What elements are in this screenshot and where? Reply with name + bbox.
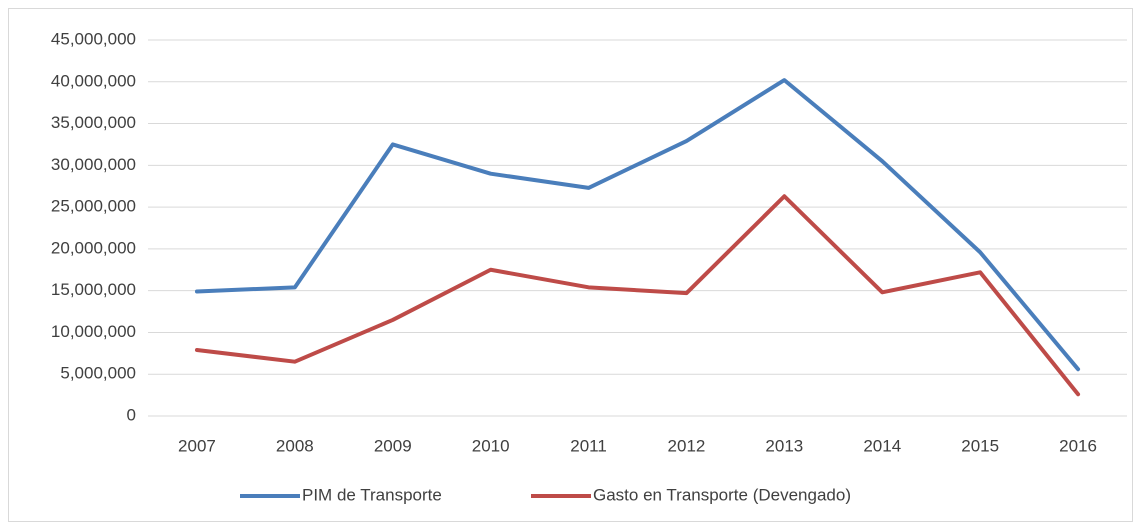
series-line bbox=[194, 194, 1081, 397]
y-tick-label: 40,000,000 bbox=[51, 71, 136, 90]
y-tick-label: 45,000,000 bbox=[51, 29, 136, 48]
y-tick-label: 25,000,000 bbox=[51, 197, 136, 216]
y-tick-label: 35,000,000 bbox=[51, 113, 136, 132]
y-tick-label: 5,000,000 bbox=[60, 364, 136, 383]
x-tick-label: 2015 bbox=[961, 436, 999, 455]
x-tick-label: 2007 bbox=[178, 436, 216, 455]
x-tick-label: 2011 bbox=[570, 436, 607, 455]
x-tick-label: 2009 bbox=[374, 436, 412, 455]
x-tick-label: 2014 bbox=[863, 436, 901, 455]
x-tick-label: 2012 bbox=[668, 436, 706, 455]
x-tick-label: 2013 bbox=[765, 436, 803, 455]
y-tick-label: 15,000,000 bbox=[51, 280, 136, 299]
y-tick-label: 30,000,000 bbox=[51, 155, 136, 174]
legend-label: PIM de Transporte bbox=[302, 485, 442, 504]
y-tick-label: 10,000,000 bbox=[51, 322, 136, 341]
chart-border bbox=[8, 8, 1133, 522]
y-tick-label: 0 bbox=[127, 405, 136, 424]
series-line bbox=[194, 78, 1081, 372]
x-tick-label: 2008 bbox=[276, 436, 314, 455]
x-tick-label: 2010 bbox=[472, 436, 510, 455]
x-tick-label: 2016 bbox=[1059, 436, 1097, 455]
legend-label: Gasto en Transporte (Devengado) bbox=[593, 485, 851, 504]
y-tick-label: 20,000,000 bbox=[51, 238, 136, 257]
